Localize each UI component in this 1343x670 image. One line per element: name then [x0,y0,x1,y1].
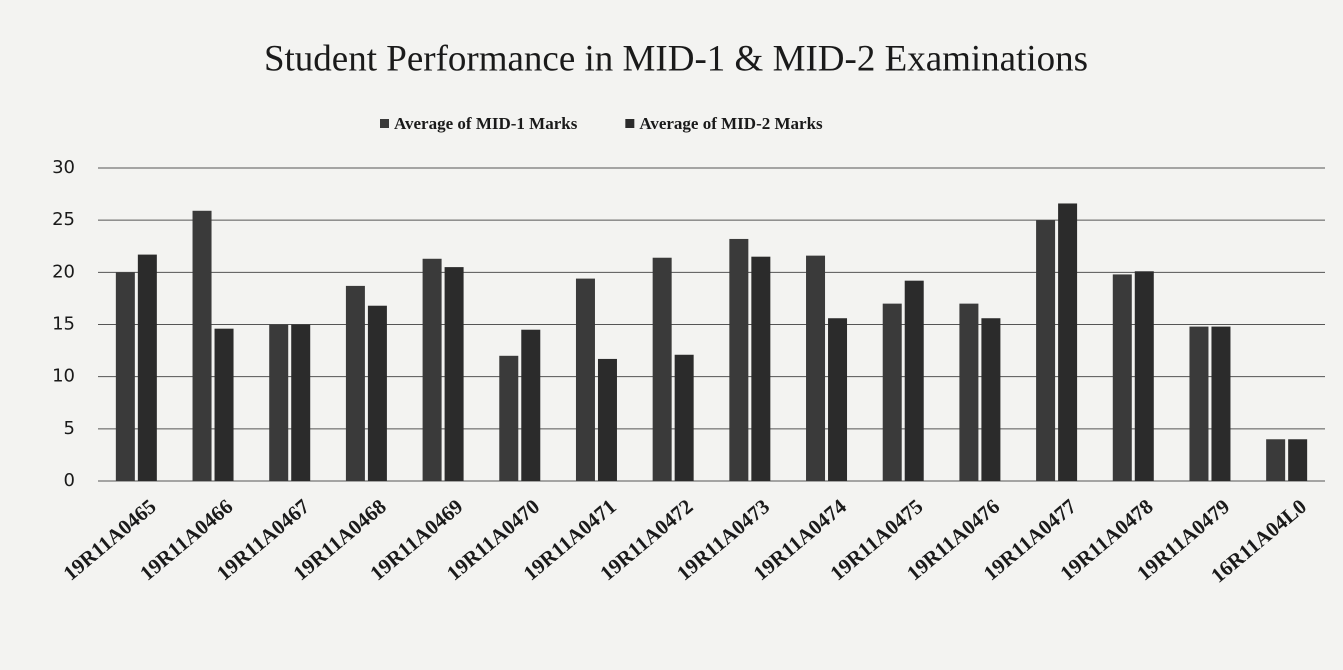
bar [291,324,311,481]
bar [1266,439,1286,481]
bar [137,254,157,481]
bar [828,318,848,481]
bar [115,272,135,481]
bar [1211,326,1231,481]
bar [444,267,464,481]
bar [367,305,387,481]
bar [192,210,212,481]
legend-label: Average of MID-2 Marks [639,114,823,133]
bar [1112,274,1132,481]
bar [1036,220,1056,481]
y-tick-label: 5 [64,418,75,439]
bar [597,358,617,481]
bar [882,303,902,481]
bar [521,329,541,481]
bar [345,285,365,481]
y-tick-label: 20 [52,261,75,282]
bar [806,255,826,481]
y-tick-label: 15 [52,314,75,335]
y-tick-label: 10 [52,366,75,387]
bar [1288,439,1308,481]
y-tick-label: 25 [52,209,75,230]
bar [652,257,672,481]
bar [575,278,595,481]
bar [1189,326,1209,481]
legend-label: Average of MID-1 Marks [394,114,578,133]
bar [904,280,924,481]
bar [1134,271,1154,481]
bar [269,324,289,481]
bar [959,303,979,481]
bar [729,238,749,481]
bar [422,258,442,481]
y-tick-label: 0 [64,470,75,491]
chart-title: Student Performance in MID-1 & MID-2 Exa… [264,38,1088,79]
bar [1058,203,1078,481]
legend-swatch [380,119,389,128]
legend-swatch [625,119,635,128]
bar [751,256,771,481]
bar [674,354,694,481]
bar [499,355,519,481]
bar [981,318,1001,481]
bar [214,328,234,481]
y-tick-label: 30 [52,157,75,178]
